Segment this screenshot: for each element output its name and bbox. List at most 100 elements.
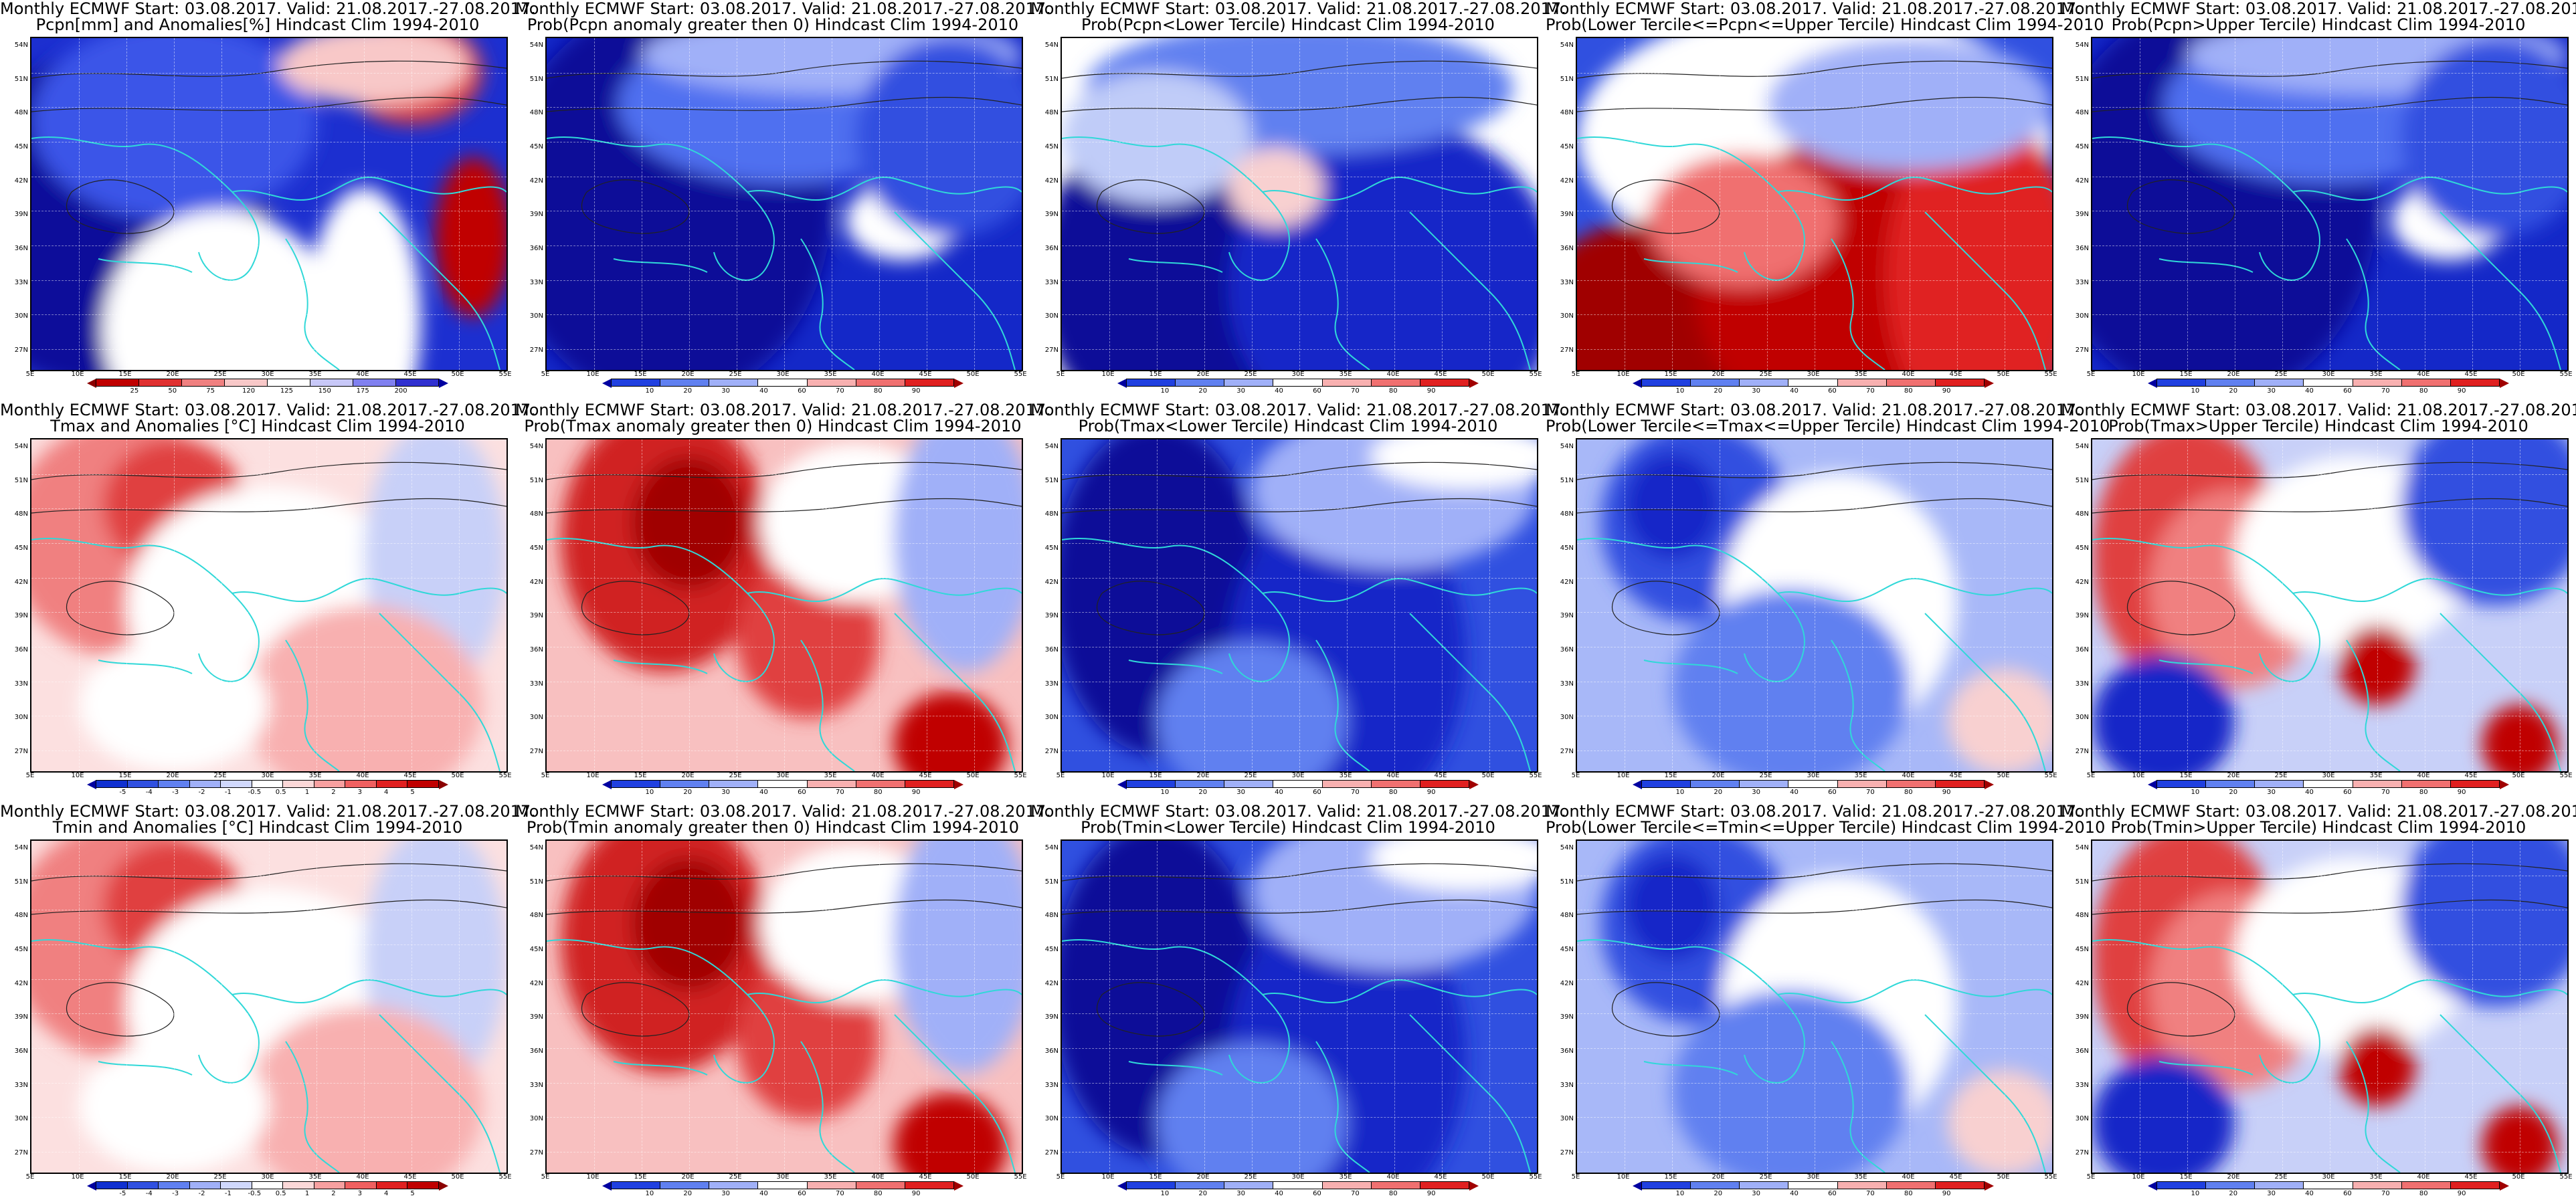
- colorbar-swatches: [602, 780, 963, 789]
- lat-gridline: [547, 944, 1022, 945]
- colorbar-tick-label: 70: [1865, 387, 1875, 395]
- field-shading: [547, 38, 1022, 370]
- forecast-map: [2091, 438, 2569, 773]
- latitude-label: 27N: [1044, 346, 1059, 354]
- lat-gridline: [1062, 1013, 1537, 1015]
- colorbar-swatch: [1419, 780, 1469, 788]
- lon-gridline: [2472, 439, 2473, 771]
- longitude-label: 45E: [2464, 1173, 2478, 1181]
- forecast-map: [1061, 438, 1538, 773]
- colorbar-swatch: [1175, 379, 1225, 387]
- field-region: [632, 857, 747, 991]
- lat-gridline: [1062, 1082, 1537, 1084]
- colorbar-swatch: [1321, 1181, 1372, 1189]
- colorbar-labels: 10 20 30 40 60 70 80 90: [602, 1189, 963, 1199]
- colorbar-swatch: [1837, 780, 1887, 788]
- latitude-label: 48N: [1560, 912, 1574, 920]
- longitude-label: 10E: [1617, 371, 1630, 378]
- field-region: [855, 38, 1022, 237]
- colorbar-swatch: [855, 379, 905, 387]
- field-region: [1370, 439, 1537, 490]
- colorbar-swatch: [189, 1181, 221, 1189]
- longitude-label: 10E: [2132, 1173, 2145, 1181]
- longitude-label: 5E: [2086, 371, 2096, 378]
- latitude-label: 36N: [1044, 245, 1059, 252]
- longitude-label: 40E: [1386, 772, 1400, 779]
- longitude-label: 40E: [871, 772, 885, 779]
- lon-gridline: [1109, 841, 1110, 1173]
- latitude-label: 54N: [1560, 41, 1574, 49]
- colorbar-arrow-left: [87, 780, 96, 789]
- lon-gridline: [1299, 439, 1300, 771]
- latitude-label: 54N: [14, 443, 28, 450]
- longitude-label: 35E: [1339, 772, 1352, 779]
- map-panel: Monthly ECMWF Start: 03.08.2017. Valid: …: [2061, 803, 2576, 1204]
- longitude-label: 50E: [2512, 772, 2525, 779]
- longitude-label: 55E: [1014, 772, 1027, 779]
- latitude-label: 45N: [529, 544, 543, 552]
- forecast-map: [1576, 839, 2053, 1174]
- map-panel: Monthly ECMWF Start: 03.08.2017. Valid: …: [515, 803, 1051, 1204]
- map-panel: Monthly ECMWF Start: 03.08.2017. Valid: …: [1546, 401, 2110, 803]
- colorbar-arrow-left: [2148, 1181, 2157, 1191]
- latitude-label: 39N: [1560, 211, 1574, 219]
- colorbar-swatch: [96, 1181, 128, 1189]
- colorbar-tick-label: 90: [1427, 387, 1436, 395]
- longitude-label: 45E: [1434, 1173, 1447, 1181]
- longitude-label: 5E: [541, 772, 550, 779]
- longitude-label: 35E: [308, 1173, 322, 1181]
- longitude-label: 50E: [2512, 371, 2525, 378]
- colorbar-arrow-left: [602, 1181, 612, 1191]
- latitude-label: 45N: [14, 143, 28, 150]
- lon-gridline: [879, 439, 880, 771]
- latitude-label: 48N: [529, 510, 543, 518]
- forecast-map: [1576, 438, 2053, 773]
- longitude-label: 20E: [2227, 1173, 2240, 1181]
- colorbar-tick-label: 40: [1790, 789, 1799, 796]
- latitude-label: 54N: [2075, 41, 2089, 49]
- forecast-map: [30, 438, 508, 773]
- latitude-label: 42N: [1560, 578, 1574, 586]
- lon-gridline: [1347, 38, 1348, 370]
- lon-gridline: [221, 439, 222, 771]
- longitude-label: 40E: [1902, 772, 1915, 779]
- latitude-label: 39N: [2075, 1013, 2089, 1021]
- lon-gridline: [594, 38, 595, 370]
- contour-line: [547, 60, 1022, 234]
- lat-gridline: [1577, 349, 2052, 350]
- contour-line: [547, 863, 1022, 1037]
- map-panel: Monthly ECMWF Start: 03.08.2017. Valid: …: [2061, 401, 2576, 803]
- field-region: [2482, 1106, 2558, 1173]
- longitude-label: 15E: [118, 1173, 132, 1181]
- lat-gridline: [1577, 1117, 2052, 1118]
- colorbar-tick-label: 60: [1313, 1190, 1321, 1197]
- colorbar-swatch: [96, 780, 128, 788]
- longitude-label: 50E: [451, 772, 464, 779]
- field-region: [1947, 1070, 2052, 1173]
- latitude-label: 39N: [14, 211, 28, 219]
- lon-gridline: [1957, 841, 1958, 1173]
- colorbar: 10 20 30 40 60 70 80 90: [2148, 780, 2509, 800]
- longitude-label: 10E: [586, 772, 600, 779]
- longitude-label: 5E: [541, 371, 550, 378]
- colorbar: 10 20 30 40 60 70 80 90: [1633, 379, 1994, 399]
- longitude-label: 20E: [2227, 772, 2240, 779]
- colorbar-swatch: [158, 1181, 190, 1189]
- latitude-label: 42N: [1044, 979, 1059, 987]
- field-shading: [2092, 841, 2567, 1173]
- forecast-map: [30, 839, 508, 1174]
- latitude-label: 45N: [1044, 946, 1059, 953]
- lon-gridline: [1347, 841, 1348, 1173]
- longitude-label: 15E: [1664, 772, 1677, 779]
- lat-gridline: [2092, 750, 2567, 751]
- lat-gridline: [1577, 577, 2052, 579]
- longitude-label: 30E: [261, 772, 274, 779]
- panel-title-line2: Prob(Tmax<Lower Tercile) Hindcast Clim 1…: [1078, 417, 1498, 435]
- lon-gridline: [1442, 841, 1443, 1173]
- colorbar-swatch: [2254, 780, 2304, 788]
- colorbar-swatch: [1739, 1181, 1789, 1189]
- lon-gridline: [459, 38, 460, 370]
- lon-gridline: [221, 841, 222, 1173]
- colorbar-labels: 10 20 30 40 60 70 80 90: [1633, 387, 1994, 396]
- field-region: [2339, 625, 2415, 705]
